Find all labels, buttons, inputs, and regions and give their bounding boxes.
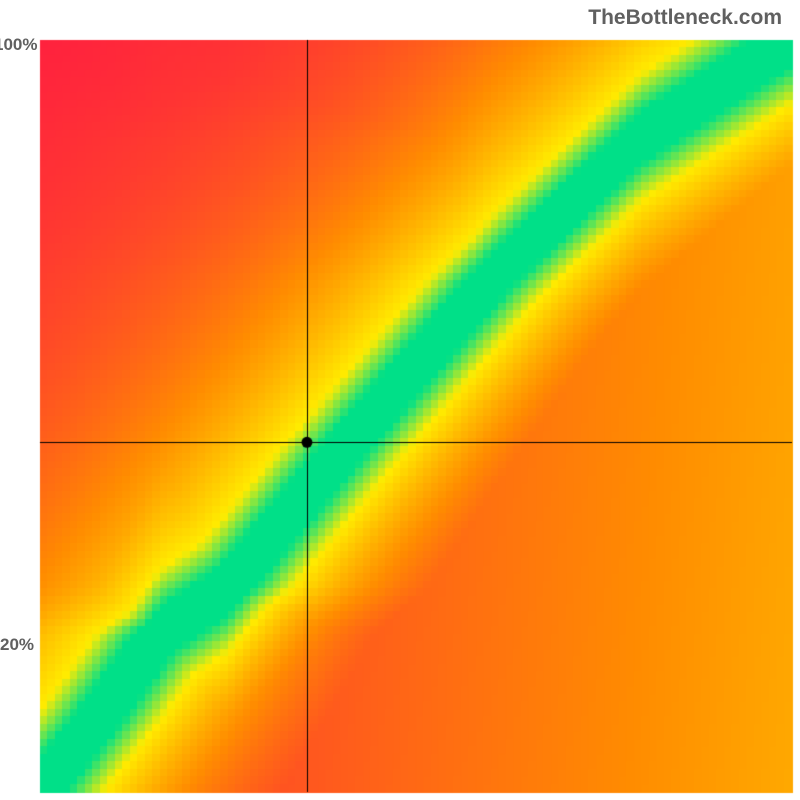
overlay-canvas: [0, 0, 800, 800]
watermark-text: TheBottleneck.com: [588, 6, 782, 30]
y-axis-label-100: 100%: [0, 35, 37, 55]
y-axis-label-20: 20%: [0, 635, 34, 655]
bottleneck-chart: TheBottleneck.com 100% 20%: [0, 0, 800, 800]
